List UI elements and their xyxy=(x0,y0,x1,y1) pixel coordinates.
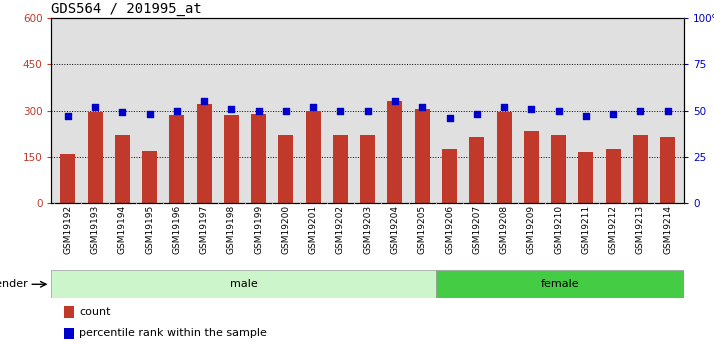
Text: GSM19195: GSM19195 xyxy=(145,205,154,254)
Text: GSM19212: GSM19212 xyxy=(608,205,618,254)
Text: GSM19204: GSM19204 xyxy=(391,205,399,254)
Bar xyxy=(142,150,157,203)
Point xyxy=(280,108,291,113)
Point xyxy=(198,99,210,104)
Text: GSM19198: GSM19198 xyxy=(227,205,236,254)
Text: GSM19194: GSM19194 xyxy=(118,205,127,254)
Text: count: count xyxy=(79,307,111,317)
Bar xyxy=(224,115,239,203)
Bar xyxy=(551,135,566,203)
Text: percentile rank within the sample: percentile rank within the sample xyxy=(79,328,267,338)
Bar xyxy=(251,114,266,203)
Bar xyxy=(469,137,484,203)
Bar xyxy=(578,152,593,203)
Point xyxy=(226,106,237,111)
Bar xyxy=(660,137,675,203)
Point xyxy=(498,104,510,110)
Text: GSM19214: GSM19214 xyxy=(663,205,672,254)
Text: GSM19211: GSM19211 xyxy=(581,205,590,254)
Text: GDS564 / 201995_at: GDS564 / 201995_at xyxy=(51,2,202,16)
Bar xyxy=(496,112,511,203)
Text: GSM19199: GSM19199 xyxy=(254,205,263,254)
Text: GSM19201: GSM19201 xyxy=(308,205,318,254)
Point xyxy=(444,115,456,121)
Point xyxy=(416,104,428,110)
Point xyxy=(116,110,128,115)
Bar xyxy=(360,135,376,203)
Bar xyxy=(415,109,430,203)
Text: GSM19205: GSM19205 xyxy=(418,205,427,254)
Point xyxy=(335,108,346,113)
Text: GSM19208: GSM19208 xyxy=(500,205,508,254)
Point xyxy=(471,111,483,117)
Bar xyxy=(278,135,293,203)
Text: GSM19197: GSM19197 xyxy=(200,205,208,254)
Bar xyxy=(633,135,648,203)
Bar xyxy=(436,270,684,298)
Text: GSM19196: GSM19196 xyxy=(172,205,181,254)
Point xyxy=(389,99,401,104)
Text: GSM19200: GSM19200 xyxy=(281,205,291,254)
Point xyxy=(62,114,74,119)
Bar xyxy=(196,105,211,203)
Text: gender: gender xyxy=(0,279,29,289)
Bar xyxy=(51,270,436,298)
Text: male: male xyxy=(230,279,258,289)
Text: GSM19203: GSM19203 xyxy=(363,205,372,254)
Bar xyxy=(524,130,539,203)
Bar xyxy=(442,149,457,203)
Text: GSM19192: GSM19192 xyxy=(64,205,72,254)
Text: GSM19193: GSM19193 xyxy=(91,205,99,254)
Point xyxy=(580,114,592,119)
Bar xyxy=(605,149,620,203)
Text: GSM19209: GSM19209 xyxy=(527,205,536,254)
Bar xyxy=(388,101,403,203)
Bar xyxy=(333,135,348,203)
Point xyxy=(171,108,183,113)
Point xyxy=(253,108,264,113)
Bar xyxy=(64,306,74,318)
Point xyxy=(308,104,319,110)
Text: GSM19207: GSM19207 xyxy=(472,205,481,254)
Text: GSM19206: GSM19206 xyxy=(445,205,454,254)
Point xyxy=(608,111,619,117)
Bar xyxy=(169,115,184,203)
Point xyxy=(89,104,101,110)
Bar xyxy=(115,135,130,203)
Point xyxy=(526,106,537,111)
Point xyxy=(144,111,155,117)
Text: female: female xyxy=(541,279,580,289)
Text: GSM19213: GSM19213 xyxy=(636,205,645,254)
Text: GSM19202: GSM19202 xyxy=(336,205,345,254)
Point xyxy=(553,108,564,113)
Bar xyxy=(60,154,75,203)
Point xyxy=(662,108,673,113)
Bar xyxy=(306,110,321,203)
Point xyxy=(635,108,646,113)
Text: GSM19210: GSM19210 xyxy=(554,205,563,254)
Bar xyxy=(88,112,103,203)
Bar xyxy=(64,328,74,339)
Point xyxy=(362,108,373,113)
